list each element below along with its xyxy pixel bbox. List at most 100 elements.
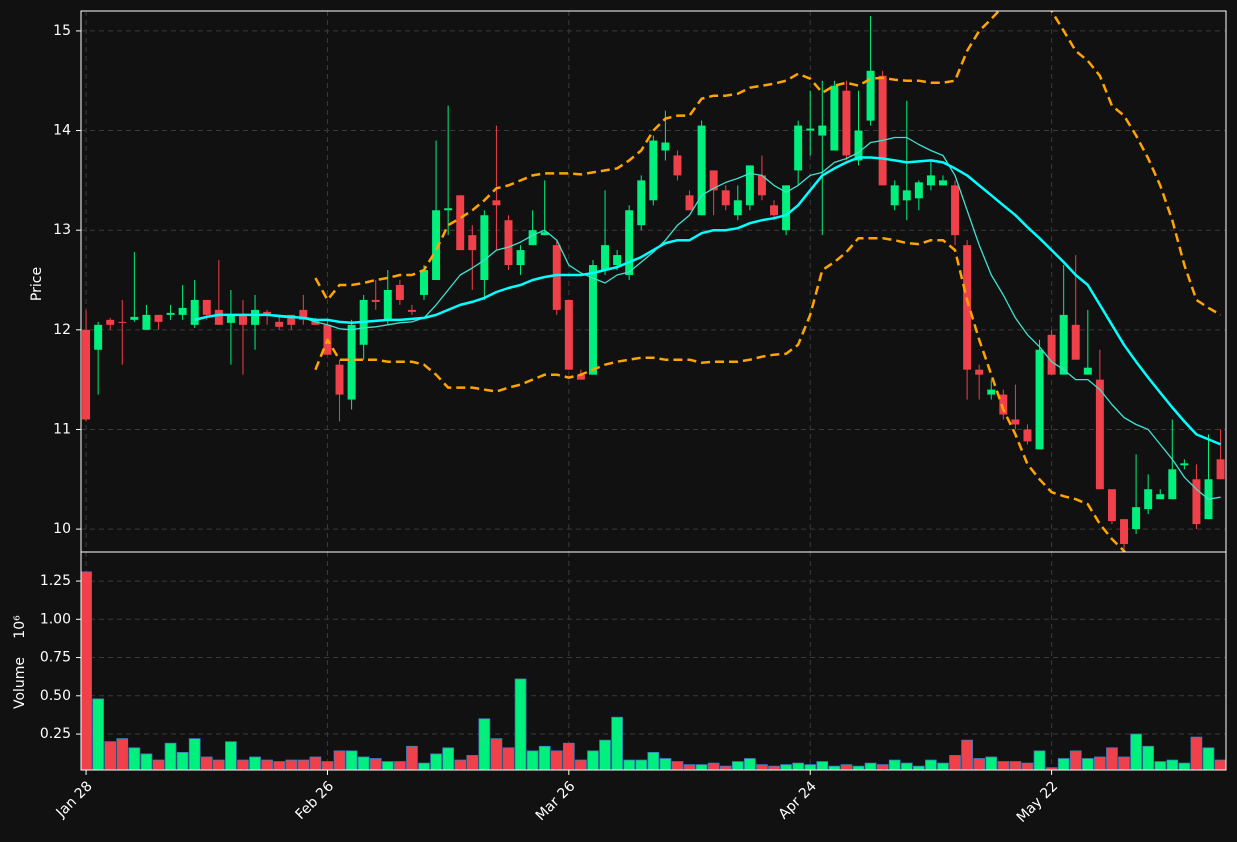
volume-bar (587, 750, 599, 770)
volume-bar (925, 759, 937, 770)
volume-bar (249, 756, 261, 770)
candle-body (130, 316, 139, 320)
volume-bar (442, 747, 454, 770)
y2-offset-label: 10⁶ (12, 615, 28, 639)
candle-body (226, 314, 235, 323)
volume-bar (309, 756, 322, 770)
candle-body (118, 321, 127, 323)
volume-bar (502, 747, 515, 770)
y-axis-label: Price (29, 267, 45, 301)
volume-bar (792, 762, 804, 770)
candle-body (721, 190, 730, 206)
volume-bar (599, 739, 611, 770)
volume-bar (140, 753, 153, 770)
volume-bar (1118, 756, 1130, 770)
volume-bar (394, 761, 406, 770)
candle-body (528, 230, 537, 246)
volume-bar (756, 764, 768, 770)
candle-body (601, 245, 610, 271)
volume-bar (816, 761, 829, 770)
y2-tick-label: 0.25 (40, 726, 71, 742)
volume-bar (1094, 756, 1106, 770)
volume-bar (225, 741, 237, 770)
volume-bar (1069, 750, 1082, 770)
volume-bar (1021, 762, 1034, 770)
volume-bar (297, 759, 310, 770)
y2-tick-label: 0.50 (40, 688, 71, 704)
candle-body (673, 155, 682, 176)
candle-body (878, 75, 887, 186)
candle-body (263, 311, 272, 315)
volume-bar (128, 747, 141, 770)
volume-bar (804, 764, 817, 770)
candle-body (1047, 334, 1056, 375)
candle-body (468, 235, 477, 251)
volume-bar (719, 765, 732, 770)
candle-body (347, 324, 356, 400)
volume-bar (104, 741, 117, 770)
candle-body (106, 319, 115, 325)
volume-bar (864, 762, 877, 770)
volume-bar (526, 750, 539, 770)
volume-bar (369, 758, 382, 770)
volume-bar (768, 765, 780, 770)
volume-bar (538, 745, 551, 770)
candle-body (757, 175, 766, 196)
volume-frame (80, 551, 1227, 771)
volume-panel (81, 571, 1226, 770)
candle-body (1023, 429, 1032, 442)
volume-bar (1106, 747, 1118, 770)
y-tick-label: 15 (53, 23, 71, 39)
volume-bar (466, 755, 479, 770)
candle-body (975, 369, 984, 375)
candle-body (202, 299, 211, 315)
candle-body (613, 255, 622, 266)
candle-body (1095, 379, 1104, 490)
indicator-line (194, 156, 1222, 446)
candle-body (1035, 349, 1044, 450)
candle-body (745, 165, 754, 206)
candle-body (1216, 459, 1225, 480)
candle-body (420, 270, 428, 295)
candle-body (1168, 469, 1177, 500)
candle-body (854, 130, 863, 161)
volume-bar (478, 718, 491, 770)
candle-body (1192, 479, 1201, 525)
volume-bar (876, 764, 889, 770)
volume-bar (406, 745, 418, 770)
volume-bar (997, 761, 1010, 770)
y2-tick-label: 1.00 (40, 611, 71, 627)
candle-body (830, 85, 839, 151)
volume-bar (285, 759, 298, 770)
candle-body (709, 170, 718, 191)
candle-body (456, 195, 465, 251)
volume-bar (418, 762, 430, 770)
volume-bar (900, 762, 913, 770)
volume-bar (683, 764, 696, 770)
candle-body (287, 314, 296, 325)
candle-body (770, 205, 778, 216)
candle-body (432, 210, 441, 281)
candle-body (938, 180, 947, 186)
volume-bar (1130, 733, 1142, 770)
volume-bar (1033, 750, 1046, 770)
volume-bar (321, 761, 334, 770)
volume-bar (780, 764, 792, 770)
candle-body (963, 245, 972, 370)
candle-body (576, 374, 585, 380)
candle-body (142, 314, 151, 330)
candle-body (552, 245, 561, 310)
volume-bar (381, 761, 394, 770)
indicator-line (314, 11, 1222, 316)
candle-body (178, 307, 187, 315)
candle-body (649, 140, 658, 201)
volume-bar (92, 698, 104, 770)
volume-bar (1045, 767, 1058, 770)
candle-body (238, 314, 247, 325)
candle-body (504, 220, 513, 266)
volume-bar (563, 742, 575, 770)
volume-bar (731, 761, 744, 770)
candle-body (661, 142, 670, 151)
candle-body (299, 309, 308, 320)
